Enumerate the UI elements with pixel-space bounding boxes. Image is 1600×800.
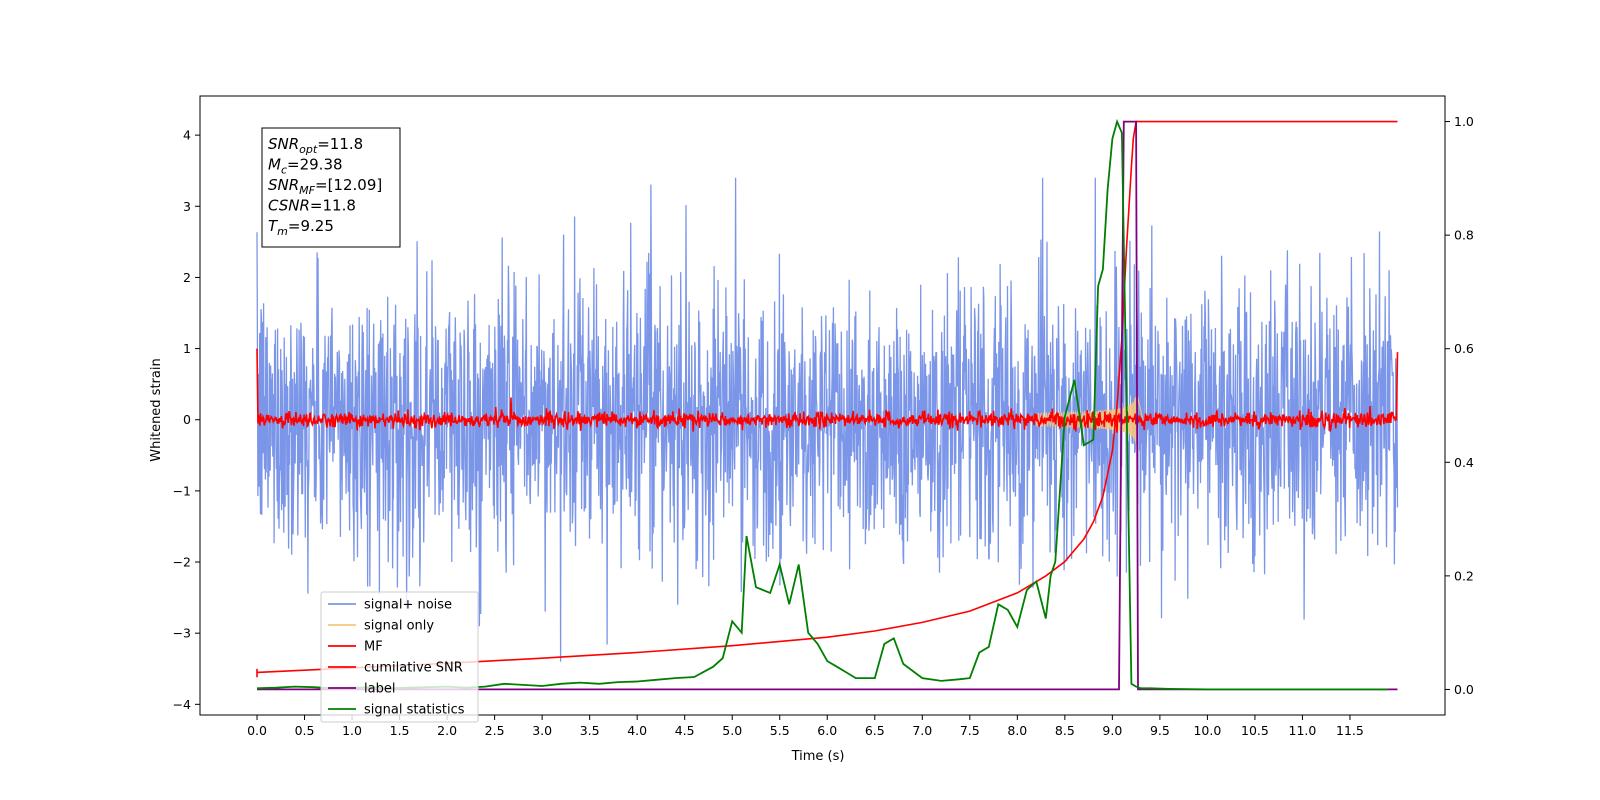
series-signal-noise-line [256,177,1399,662]
y-left-tick-label: −2 [173,555,191,570]
y-left-tick-label: 4 [183,128,191,143]
y-left-tick-label: 0 [183,412,191,427]
y-left-tick-label: 1 [183,341,191,356]
series-mf-line [256,348,1399,433]
x-tick-label: 6.0 [817,723,837,738]
annotation-line: Mc=29.38 [268,156,343,177]
x-tick-label: 11.0 [1289,723,1317,738]
x-tick-label: 8.5 [1055,723,1075,738]
x-tick-label: 10.5 [1241,723,1269,738]
annotation-line: SNRMF=[12.09] [268,176,382,197]
annotation-frame [261,127,401,248]
y-right-tick-label: 1.0 [1454,114,1474,129]
x-tick-label: 4.5 [675,723,695,738]
y-right-tick-label: 0.4 [1454,455,1474,470]
series-signal-only-line [1035,395,1144,446]
x-axis-label: Time (s) [791,749,845,764]
y-right-tick-label: 0.6 [1454,341,1474,356]
y-right-tick-label: 0.2 [1454,568,1474,583]
legend-label: signal+ noise [364,598,452,613]
y-left-tick-label: −3 [173,626,191,641]
x-tick-label: 9.5 [1150,723,1170,738]
annotation-line: CSNR=11.8 [268,197,356,215]
x-tick-label: 0.5 [295,723,315,738]
x-tick-label: 5.0 [722,723,742,738]
series-cumilative-snr-line [256,120,1398,674]
legend-label: signal statistics [364,703,465,718]
y-left-tick-label: −4 [173,697,191,712]
x-tick-label: 9.0 [1102,723,1122,738]
x-tick-label: 7.5 [960,723,980,738]
x-tick-label: 3.5 [580,723,600,738]
x-tick-label: 10.0 [1193,723,1221,738]
x-tick-label: 7.0 [912,723,932,738]
x-tick-label: 0.0 [247,723,267,738]
legend-label: MF [364,640,383,655]
x-tick-label: 1.5 [390,723,410,738]
x-tick-label: 4.0 [627,723,647,738]
series-signal-statistics-line [256,118,1388,691]
x-tick-label: 8.0 [1007,723,1027,738]
y-axis-label: Whitened strain [149,358,164,461]
x-tick-label: 5.5 [770,723,790,738]
x-tick-label: 6.5 [865,723,885,738]
y-right-tick-label: 0.0 [1454,682,1474,697]
legend-frame [320,591,479,723]
y-left-tick-label: 2 [183,270,191,285]
y-left-tick-label: 3 [183,199,191,214]
x-tick-label: 1.0 [342,723,362,738]
y-left-tick-label: −1 [173,483,191,498]
x-tick-label: 11.5 [1336,723,1364,738]
legend-label: cumilative SNR [364,661,463,676]
x-tick-label: 3.0 [532,723,552,738]
legend: signal+ noise signal only MF cumilative SNR… [320,591,479,723]
x-tick-label: 2.0 [437,723,457,738]
legend-label: signal only [364,619,434,634]
annotation-line: SNRopt=11.8 [268,135,363,156]
x-tick-label: 2.5 [485,723,505,738]
legend-label: label [364,682,395,697]
annotation-line: Tm=9.25 [268,217,334,238]
annotation-box: SNRopt=11.8Mc=29.38SNRMF=[12.09]CSNR=11.… [261,127,401,248]
y-right-tick-label: 0.8 [1454,228,1474,243]
plot-frame [199,95,1446,716]
